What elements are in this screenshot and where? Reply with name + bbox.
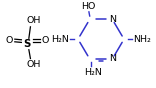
Text: N: N [109,15,116,24]
Text: OH: OH [26,16,41,25]
Text: HO: HO [81,2,95,11]
Text: O: O [41,36,49,45]
Text: OH: OH [26,60,41,69]
Text: O: O [6,36,13,45]
Text: N: N [109,54,116,63]
Text: S: S [24,39,31,49]
Text: NH₂: NH₂ [133,35,151,44]
Text: H₂N: H₂N [51,35,69,44]
Text: H₂N: H₂N [84,68,102,77]
